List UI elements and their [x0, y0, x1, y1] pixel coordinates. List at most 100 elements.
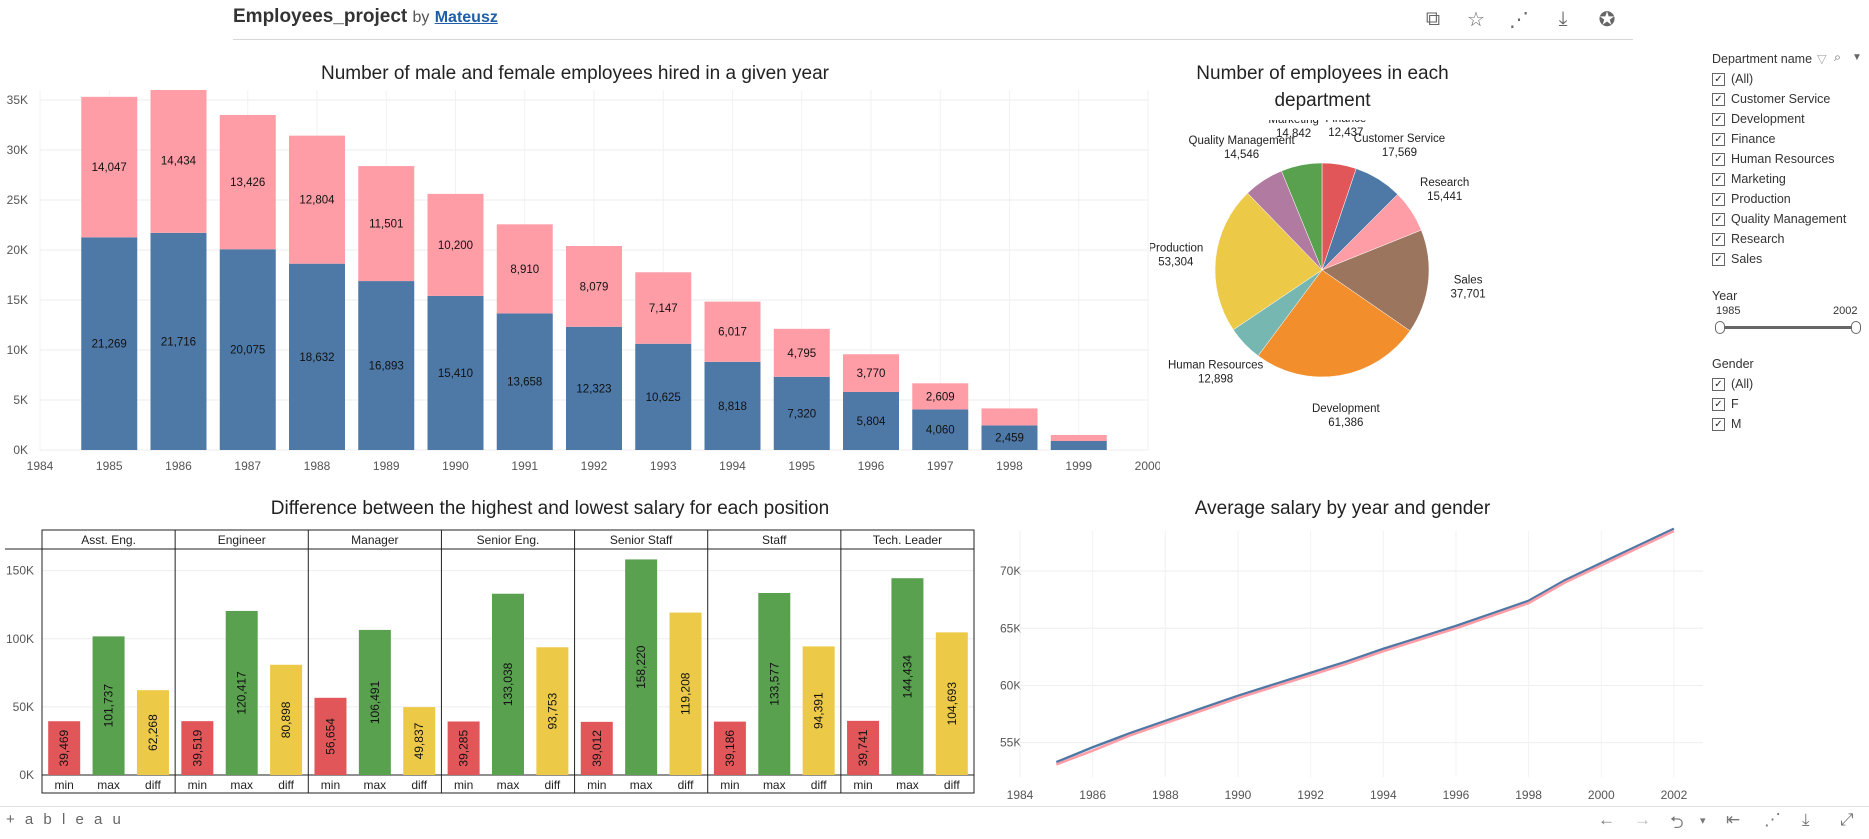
- data-label: 14,434: [161, 156, 197, 168]
- revert-icon[interactable]: ⮌: [1670, 813, 1684, 832]
- checkbox[interactable]: ✓: [1712, 92, 1725, 106]
- category-label: min: [321, 778, 340, 792]
- revert-dropdown-icon[interactable]: ▾: [1700, 815, 1706, 827]
- x-tick-label: 1986: [1079, 788, 1106, 802]
- slider-handle-min[interactable]: [1715, 321, 1725, 334]
- checkbox[interactable]: ✓: [1712, 72, 1725, 86]
- bar-segment: [150, 232, 207, 450]
- department-option[interactable]: ✓ Finance: [1712, 129, 1867, 149]
- y-tick-label: 100K: [6, 632, 34, 646]
- data-label: 18,632: [299, 352, 334, 364]
- search-icon[interactable]: ⌕: [1834, 50, 1842, 64]
- department-option[interactable]: ✓ Human Resources: [1712, 149, 1867, 169]
- slider-track[interactable]: [1720, 326, 1860, 329]
- data-label: 3,770: [857, 368, 886, 380]
- bar-segment: [427, 295, 484, 450]
- data-label: 39,012: [590, 730, 604, 767]
- department-option[interactable]: ✓ Quality Management: [1712, 209, 1867, 229]
- badge-icon[interactable]: ✪: [1598, 8, 1616, 31]
- bar-segment: [427, 193, 484, 296]
- bar: [181, 721, 214, 775]
- star-icon[interactable]: ☆: [1467, 8, 1485, 31]
- bar-segment: [635, 343, 692, 450]
- checkbox[interactable]: ✓: [1712, 172, 1725, 186]
- checkbox[interactable]: ✓: [1712, 377, 1725, 391]
- bar-segment: [773, 328, 830, 377]
- share-icon[interactable]: ⋰: [1509, 8, 1529, 31]
- x-tick-label: 1994: [719, 459, 746, 473]
- bar-segment: [981, 408, 1038, 426]
- category-label: diff: [544, 778, 560, 792]
- department-option[interactable]: ✓ Sales: [1712, 249, 1867, 269]
- checkbox[interactable]: ✓: [1712, 112, 1725, 126]
- year-slider: 1985 2002: [1712, 303, 1867, 337]
- year-min-label: 1985: [1716, 305, 1741, 317]
- x-tick-label: 1986: [165, 459, 192, 473]
- gender-filter-label: Gender: [1712, 357, 1754, 371]
- bar-segment: [566, 245, 622, 327]
- checkbox[interactable]: ✓: [1712, 232, 1725, 246]
- slice-value-label: 15,441: [1427, 191, 1462, 203]
- bar-segment: [289, 263, 345, 450]
- reset-icon[interactable]: ⇤: [1726, 810, 1741, 829]
- checkbox[interactable]: ✓: [1712, 252, 1725, 266]
- year-max-label: 2002: [1833, 305, 1858, 317]
- department-option[interactable]: ✓ Development: [1712, 109, 1867, 129]
- x-tick-label: 1985: [96, 459, 123, 473]
- slice-value-label: 53,304: [1158, 257, 1194, 269]
- redo-icon[interactable]: →: [1634, 810, 1651, 829]
- gender-option[interactable]: ✓ M: [1712, 414, 1867, 434]
- panel-frame: [41, 529, 975, 794]
- bar: [935, 632, 968, 775]
- x-tick-label: 1990: [1225, 788, 1252, 802]
- y-tick-label: 55K: [1000, 736, 1021, 750]
- author-link[interactable]: Mateusz: [434, 9, 498, 26]
- slice-name-label: Production: [1150, 243, 1203, 255]
- copy-icon[interactable]: ⧉: [1425, 7, 1441, 30]
- x-tick-label: 2002: [1661, 788, 1688, 802]
- share-icon[interactable]: ⋰: [1764, 810, 1781, 829]
- x-tick-label: 1993: [650, 459, 677, 473]
- bar-segment: [912, 383, 969, 410]
- checkbox[interactable]: ✓: [1712, 417, 1725, 431]
- department-option[interactable]: ✓ Marketing: [1712, 169, 1867, 189]
- checkbox[interactable]: ✓: [1712, 132, 1725, 146]
- department-option[interactable]: ✓ Research: [1712, 229, 1867, 249]
- checkbox[interactable]: ✓: [1712, 152, 1725, 166]
- x-tick-label: 2000: [1135, 459, 1160, 473]
- bar-segment: [1050, 441, 1107, 450]
- data-label: 10,200: [438, 240, 473, 252]
- bar: [136, 690, 169, 775]
- bar-segment: [1050, 435, 1107, 441]
- gender-option[interactable]: ✓ (All): [1712, 374, 1867, 394]
- avg-salary-line-chart: 55K 60K 65K 70K 1984 1986 1988 1990 1992 1994 1996…: [1000, 527, 1703, 802]
- data-label: 80,898: [279, 701, 293, 738]
- bar-segment: [219, 249, 276, 450]
- data-label: 13,426: [230, 177, 265, 189]
- download-icon[interactable]: ⤓: [1802, 810, 1810, 829]
- bar: [270, 664, 303, 775]
- year-filter-label: Year: [1712, 289, 1738, 303]
- filter-funnel-icon[interactable]: ▽: [1817, 52, 1827, 66]
- slice-value-label: 37,701: [1450, 288, 1485, 300]
- dropdown-icon[interactable]: ▼: [1852, 52, 1862, 63]
- x-tick-label: 1998: [996, 459, 1023, 473]
- download-icon[interactable]: ⤓: [1558, 7, 1568, 30]
- bar: [403, 707, 436, 775]
- slider-handle-max[interactable]: [1851, 321, 1861, 334]
- bar: [580, 721, 613, 775]
- fullscreen-icon[interactable]: ⤢: [1840, 810, 1854, 829]
- department-option[interactable]: ✓ Customer Service: [1712, 89, 1867, 109]
- data-label: 62,268: [146, 714, 160, 751]
- data-label: 39,519: [190, 729, 204, 766]
- checkbox[interactable]: ✓: [1712, 397, 1725, 411]
- department-option[interactable]: ✓ (All): [1712, 69, 1867, 89]
- undo-icon[interactable]: ←: [1598, 810, 1615, 829]
- department-option[interactable]: ✓ Production: [1712, 189, 1867, 209]
- checkbox[interactable]: ✓: [1712, 192, 1725, 206]
- category-label: min: [55, 778, 74, 792]
- checkbox[interactable]: ✓: [1712, 212, 1725, 226]
- gender-option[interactable]: ✓ F: [1712, 394, 1867, 414]
- panel-header-label: Tech. Leader: [873, 533, 942, 547]
